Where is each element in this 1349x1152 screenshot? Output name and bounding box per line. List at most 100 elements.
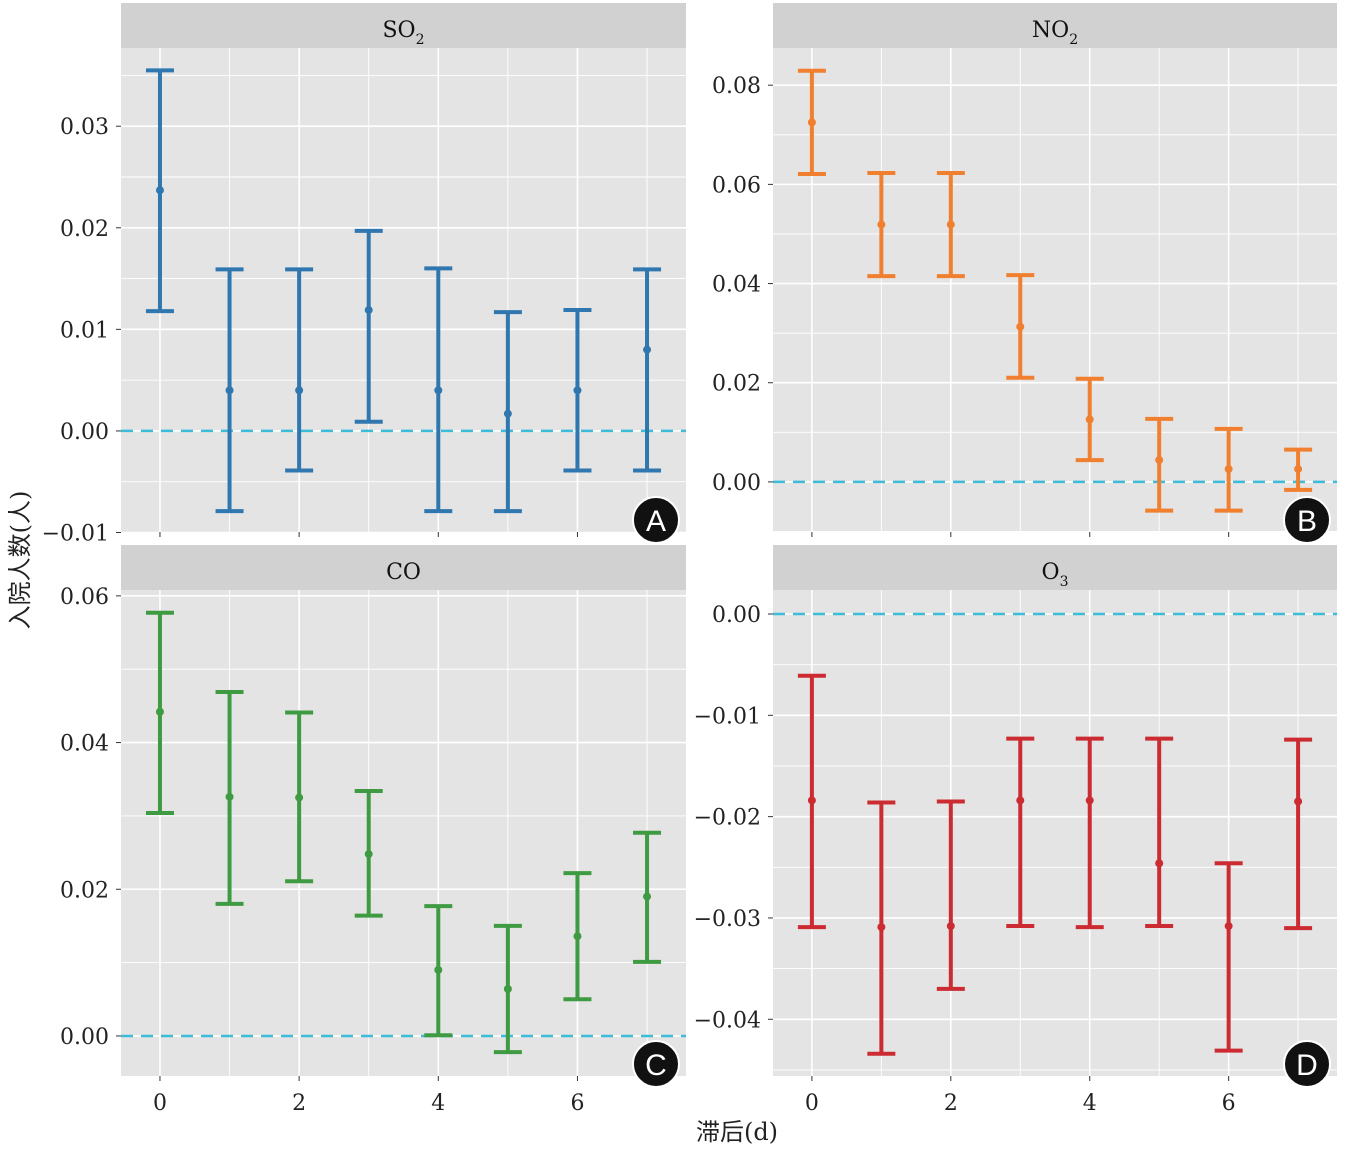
point-estimate [946, 220, 955, 229]
error-bar [1006, 736, 1035, 929]
panel-badge-label: A [646, 505, 666, 538]
facet-strip [773, 3, 1337, 48]
plot-background [773, 590, 1337, 1076]
error-bar [936, 170, 965, 279]
facet-title: NO2 [1032, 18, 1078, 48]
y-tick-label: 0.08 [712, 74, 761, 99]
y-tick-label: 0.01 [60, 318, 109, 343]
error-bar [354, 228, 383, 424]
y-tick-label: −0.03 [694, 907, 761, 932]
y-tick-label: 0.02 [60, 217, 109, 242]
point-estimate [1155, 456, 1164, 465]
point-estimate [1016, 796, 1025, 805]
point-estimate [1155, 859, 1164, 868]
panel-badge [1283, 1040, 1331, 1088]
point-estimate [155, 186, 164, 195]
x-axis-title: 滞后(d) [696, 1118, 778, 1146]
error-bar [1214, 861, 1243, 1053]
error-bar [797, 68, 826, 176]
y-tick-label: −0.04 [694, 1008, 761, 1033]
error-bar [563, 871, 592, 1002]
panel-c: CO 0.00 0.02 0.04 0.06 0 2 4 6 C [60, 545, 686, 1116]
y-tick-label: 0.00 [60, 420, 109, 445]
y-tick-label: 0.02 [712, 372, 761, 397]
x-tick-label: 4 [431, 1091, 445, 1116]
facet-strip [121, 545, 686, 590]
point-estimate [573, 932, 582, 941]
error-bar [633, 267, 662, 473]
x-tick-label: 2 [292, 1091, 306, 1116]
point-estimate [946, 922, 955, 931]
error-bar [1284, 447, 1313, 492]
point-estimate [434, 386, 443, 395]
error-bar [285, 267, 314, 473]
x-tick-label: 6 [570, 1091, 584, 1116]
y-tick-label: 0.06 [712, 173, 761, 198]
error-bar [493, 310, 522, 514]
point-estimate [295, 386, 304, 395]
panel-badge-label: B [1297, 505, 1317, 538]
x-tick-label: 4 [1083, 1091, 1097, 1116]
point-estimate [1224, 465, 1233, 474]
error-bar [424, 266, 453, 514]
x-tick-label: 2 [944, 1091, 958, 1116]
panel-d: O3 −0.04 −0.03 −0.02 −0.01 0.00 0 2 4 6 D [694, 545, 1337, 1116]
y-axis-title: 入院人数(人) [6, 491, 34, 630]
error-bar [424, 904, 453, 1038]
y-tick-label: 0.04 [712, 273, 761, 298]
point-estimate [1085, 796, 1094, 805]
point-estimate [643, 345, 652, 354]
point-estimate [1224, 922, 1233, 931]
point-estimate [503, 985, 512, 994]
point-estimate [364, 850, 373, 859]
point-estimate [877, 923, 886, 932]
error-bar [867, 800, 896, 1056]
error-bar [797, 673, 826, 930]
panel-badge-label: D [1296, 1049, 1318, 1082]
y-tick-label: 0.06 [60, 585, 109, 610]
panel-badge-label: C [645, 1049, 667, 1082]
y-tick-label: −0.01 [694, 704, 761, 729]
point-estimate [1085, 415, 1094, 424]
plot-background [773, 48, 1337, 532]
point-estimate [1294, 465, 1303, 474]
point-estimate [807, 118, 816, 127]
facet-title: O3 [1042, 560, 1069, 590]
y-tick-label: 0.00 [60, 1025, 109, 1050]
error-bar [285, 710, 314, 884]
point-estimate [643, 892, 652, 901]
error-bar [145, 610, 174, 815]
error-bar [1006, 273, 1035, 380]
point-estimate [434, 965, 443, 974]
y-tick-label: 0.00 [712, 603, 761, 628]
point-estimate [295, 793, 304, 802]
point-estimate [225, 792, 234, 801]
y-tick-label: 0.03 [60, 115, 109, 140]
error-bar [1075, 736, 1104, 930]
point-estimate [155, 707, 164, 716]
point-estimate [1294, 797, 1303, 806]
y-tick-label: 0.04 [60, 732, 109, 757]
facet-title: CO [386, 560, 421, 585]
error-bar [1145, 416, 1174, 513]
error-bar [1214, 426, 1243, 513]
y-tick-label: −0.02 [694, 806, 761, 831]
x-tick-label: 6 [1222, 1091, 1236, 1116]
error-bar [493, 923, 522, 1055]
facet-strip [121, 3, 686, 48]
error-bar [354, 788, 383, 918]
error-bar [563, 308, 592, 473]
facet-title: SO2 [382, 18, 424, 48]
error-bar [215, 267, 244, 514]
point-estimate [225, 386, 234, 395]
error-bar [145, 68, 174, 314]
panel-badge [632, 1040, 680, 1088]
point-estimate [877, 220, 886, 229]
error-bar [936, 799, 965, 991]
error-bar [633, 830, 662, 964]
plot-background [121, 590, 686, 1076]
error-bar [1075, 376, 1104, 463]
y-tick-label: 0.00 [712, 471, 761, 496]
point-estimate [503, 409, 512, 418]
